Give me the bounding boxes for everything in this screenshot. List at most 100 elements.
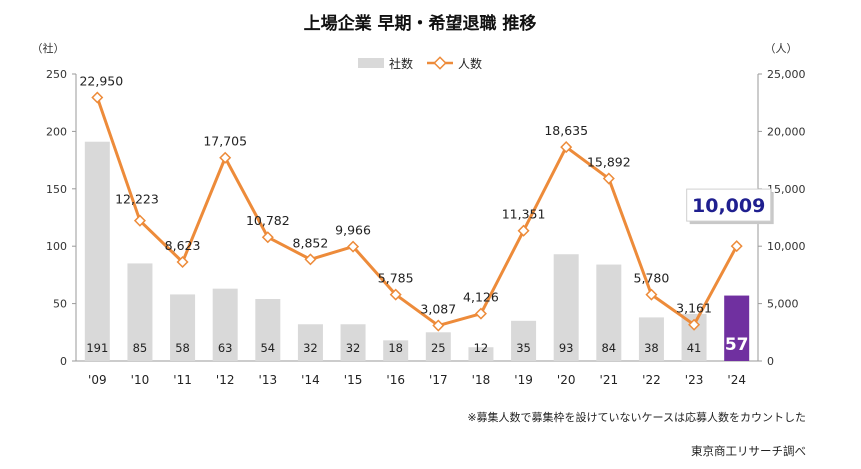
- line-value-label: 4,126: [463, 290, 499, 305]
- line-value-label: 17,705: [203, 134, 247, 149]
- bar-value-label: 32: [303, 341, 318, 355]
- bar: [596, 264, 622, 361]
- bar-value-label: 58: [175, 341, 190, 355]
- bar: [84, 141, 110, 361]
- line-value-label: 22,950: [79, 74, 123, 89]
- axes: 0 50 100 150 200 250 0 5,000 10,000 15,000 20,000 2…: [46, 68, 806, 387]
- left-tick-label: 150: [46, 183, 67, 196]
- legend-bar-label: 社数: [389, 56, 413, 71]
- line-point-marker: [219, 151, 232, 164]
- x-tick-label: '24: [727, 373, 746, 387]
- line-point-marker: [304, 253, 317, 266]
- bar-value-label: 32: [346, 341, 361, 355]
- data-labels: 191 85 58 63 54 32 32 18 25 12 35 93 84 38 41 57 22,950 1…: [79, 74, 774, 355]
- line-value-label: 12,223: [115, 192, 159, 207]
- x-tick-label: '17: [429, 373, 448, 387]
- line-point-marker: [517, 224, 530, 237]
- line-point-marker: [347, 240, 360, 253]
- right-tick-label: 0: [767, 355, 774, 368]
- line-point-marker: [645, 288, 658, 301]
- right-tick-label: 25,000: [767, 68, 806, 81]
- x-tick-label: '20: [557, 373, 576, 387]
- bar: [255, 299, 281, 361]
- line-point-marker: [688, 318, 701, 331]
- bar-value-label: 25: [431, 341, 446, 355]
- left-tick-label: 100: [46, 240, 67, 253]
- right-tick-label: 15,000: [767, 183, 806, 196]
- bar-value-label: 93: [559, 341, 574, 355]
- x-tick-label: '16: [386, 373, 405, 387]
- legend-diamond-marker: [433, 56, 447, 70]
- bar-value-label: 12: [474, 341, 489, 355]
- bar-value-label: 18: [388, 341, 403, 355]
- right-tick-label: 5,000: [767, 298, 799, 311]
- line-point-marker: [389, 288, 402, 301]
- bar: [724, 295, 750, 361]
- bar-value-label: 63: [218, 341, 233, 355]
- line-value-label: 5,780: [634, 271, 670, 286]
- bar: [425, 332, 451, 361]
- left-tick-label: 50: [53, 298, 67, 311]
- bar-value-label: 41: [687, 341, 702, 355]
- bar-value-label: 191: [86, 341, 108, 355]
- x-tick-label: '14: [301, 373, 320, 387]
- line-value-label: 3,087: [420, 302, 456, 317]
- line-value-label: 15,892: [587, 155, 631, 170]
- x-tick-label: '22: [642, 373, 661, 387]
- x-tick-label: '15: [344, 373, 363, 387]
- right-tick-label: 20,000: [767, 125, 806, 138]
- bar-value-label: 38: [644, 341, 659, 355]
- bar-value-label: 85: [133, 341, 148, 355]
- legend-bar-swatch: [358, 58, 384, 68]
- bar: [127, 263, 153, 361]
- line-series: [91, 91, 743, 332]
- x-tick-label: '10: [131, 373, 150, 387]
- left-axis-unit: （社）: [32, 41, 65, 55]
- line-point-marker: [133, 214, 146, 227]
- bar-series: [84, 141, 750, 361]
- bar: [170, 294, 196, 361]
- bar: [297, 324, 323, 361]
- line-value-label: 9,966: [335, 223, 371, 238]
- bar-value-label: 84: [601, 341, 616, 355]
- line-value-label: 3,161: [676, 301, 712, 316]
- line-point-marker: [261, 231, 274, 244]
- x-tick-label: '19: [514, 373, 533, 387]
- bar: [468, 347, 494, 361]
- legend: 社数 人数: [358, 56, 482, 71]
- line-point-marker: [730, 240, 743, 253]
- x-tick-label: '23: [685, 373, 704, 387]
- left-tick-label: 0: [60, 355, 67, 368]
- bar: [553, 254, 579, 361]
- bar: [383, 340, 409, 361]
- bar: [212, 288, 238, 361]
- bar-value-label: 57: [725, 335, 749, 355]
- bar: [511, 320, 537, 361]
- line-value-label: 8,623: [165, 238, 201, 253]
- x-tick-label: '12: [216, 373, 235, 387]
- left-tick-label: 250: [46, 68, 67, 81]
- source-credit: 東京商工リサーチ調べ: [691, 444, 806, 458]
- line-value-label: 5,785: [378, 271, 414, 286]
- chart-title: 上場企業 早期・希望退職 推移: [304, 13, 537, 34]
- line-path: [95, 97, 739, 328]
- left-tick-label: 200: [46, 125, 67, 138]
- line-value-label: 8,852: [293, 235, 329, 250]
- callout-box: [686, 188, 772, 222]
- line-value-label: 18,635: [544, 123, 588, 138]
- callout-value-label: 10,009: [692, 195, 765, 217]
- line-point-marker: [560, 141, 573, 154]
- line-value-label: 11,351: [502, 207, 546, 222]
- legend-line-label: 人数: [458, 56, 482, 71]
- right-axis-unit: （人）: [765, 42, 798, 55]
- line-point-marker: [602, 172, 615, 185]
- x-tick-label: '18: [472, 373, 491, 387]
- line-point-marker: [91, 91, 104, 104]
- x-tick-label: '13: [259, 373, 278, 387]
- line-point-marker: [176, 255, 189, 269]
- line-value-label: 10,782: [246, 213, 290, 228]
- footnote: ※募集人数で募集枠を設けていないケースは応募人数をカウントした: [467, 410, 806, 424]
- line-point-marker: [432, 319, 445, 332]
